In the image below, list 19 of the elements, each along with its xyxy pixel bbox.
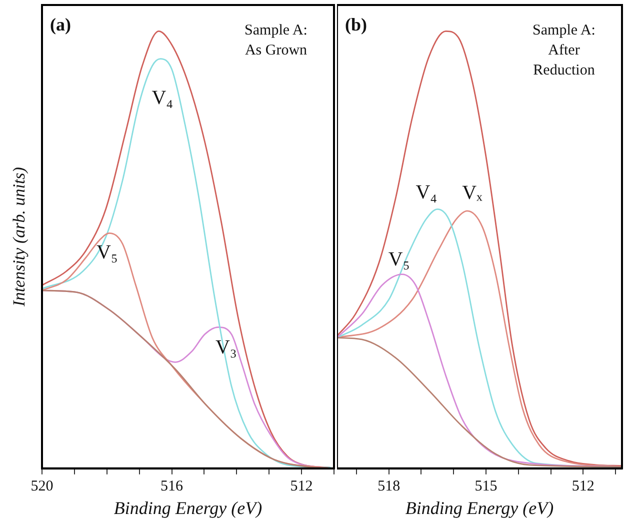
x-tick-label: 515 xyxy=(474,478,498,494)
series-label: V₃ xyxy=(215,336,237,358)
x-axis-title: Binding Energy (eV) xyxy=(405,498,554,518)
series-label: V₄ xyxy=(416,181,438,204)
y-axis-title: Intensity (arb. units) xyxy=(9,166,28,308)
series-label: V₅ xyxy=(388,248,410,271)
chart-title: (b) xyxy=(345,14,368,35)
x-tick-label: 512 xyxy=(572,478,594,494)
x-tick-label: 518 xyxy=(378,478,400,494)
series-label: V₄ xyxy=(152,87,174,110)
x-tick-label: 516 xyxy=(160,478,184,494)
series-label: V₅ xyxy=(96,241,118,264)
x-axis-title: Binding Energy (eV) xyxy=(114,498,262,518)
annotation: Sample A: As Grown xyxy=(244,22,308,58)
chart-title: (a) xyxy=(50,14,71,35)
x-tick-label: 512 xyxy=(290,478,313,494)
x-tick-label: 520 xyxy=(30,478,54,494)
series-label: Vₓ xyxy=(462,182,483,204)
annotation: Sample A: After Reduction xyxy=(532,22,596,78)
